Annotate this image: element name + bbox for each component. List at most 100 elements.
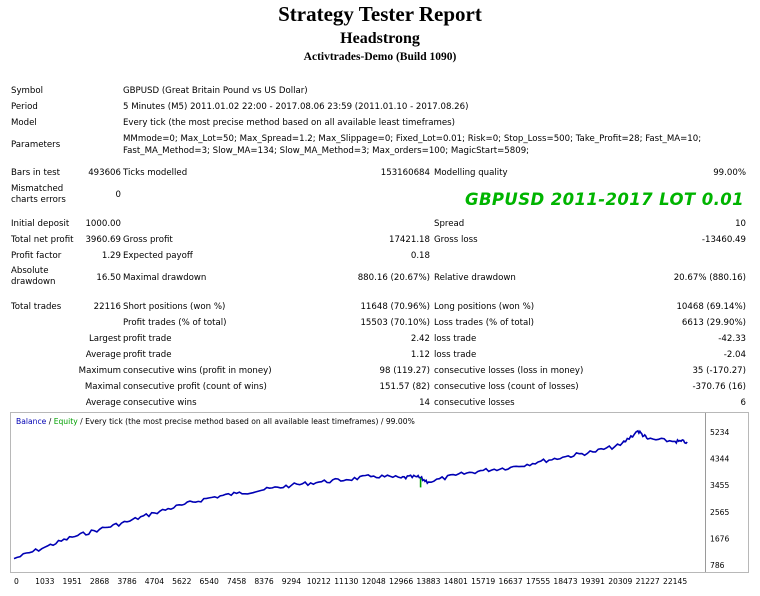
- parameters-line2: Fast_MA_Method=3; Slow_MA=134; Slow_MA_M…: [123, 146, 530, 156]
- chart-frame: [10, 412, 749, 573]
- netprofit-value: 3960.69: [85, 235, 121, 245]
- grossprofit-label: Gross profit: [123, 235, 173, 245]
- x-tick-label: 14801: [444, 577, 468, 586]
- x-tick-label: 13883: [416, 577, 440, 586]
- maxdd-label: Maximal drawdown: [123, 273, 207, 283]
- average-label: Average: [85, 350, 121, 360]
- pf-value: 1.29: [101, 251, 121, 261]
- x-tick-label: 17555: [526, 577, 550, 586]
- average-pt-value: 1.12: [410, 350, 430, 360]
- quality-value: 99.00%: [713, 168, 746, 178]
- grossloss-label: Gross loss: [434, 235, 478, 245]
- grossprofit-value: 17421.18: [388, 235, 430, 245]
- x-tick-label: 6540: [200, 577, 219, 586]
- model-value: Every tick (the most precise method base…: [123, 118, 456, 128]
- x-tick-label: 18473: [553, 577, 577, 586]
- maximal-label: Maximal: [84, 382, 121, 392]
- report-title: Strategy Tester Report: [278, 2, 482, 26]
- deposit-label: Initial deposit: [11, 219, 70, 229]
- expert-name: Headstrong: [340, 30, 420, 47]
- trades-label: Total trades: [11, 302, 62, 312]
- maxdd-value: 880.16 (20.67%): [357, 273, 430, 283]
- spread-label: Spread: [434, 219, 465, 229]
- ep-value: 0.18: [410, 251, 430, 261]
- symbol-value: GBPUSD (Great Britain Pound vs US Dollar…: [123, 86, 308, 96]
- avg-cl-value: 6: [740, 398, 746, 408]
- losstrades-label: Loss trades (% of total): [434, 318, 534, 328]
- x-tick-label: 9294: [282, 577, 301, 586]
- short-label: Short positions (won %): [123, 302, 226, 312]
- reldd-value: 20.67% (880.16): [673, 273, 746, 283]
- x-tick-label: 11130: [334, 577, 358, 586]
- y-tick-label: 786: [710, 561, 725, 570]
- maximum-label: Maximum: [78, 366, 121, 376]
- mxl-cp-value: 151.57 (82): [379, 382, 430, 392]
- legend-balance: Balance: [16, 417, 47, 426]
- y-tick-label: 4344: [710, 455, 729, 464]
- mxl-cl-label: consecutive loss (count of losses): [434, 382, 579, 392]
- mxl-cp-label: consecutive profit (count of wins): [123, 382, 267, 392]
- avg2-label: Average: [85, 398, 121, 408]
- period-label: Period: [11, 102, 38, 112]
- max-cw-value: 98 (119.27): [379, 366, 430, 376]
- x-tick-label: 10212: [307, 577, 331, 586]
- mxl-cl-value: -370.76 (16): [692, 382, 746, 392]
- x-tick-label: 8376: [254, 577, 273, 586]
- balance-line: [13, 429, 688, 560]
- average-lt-value: -2.04: [723, 350, 746, 360]
- parameters-label: Parameters: [11, 140, 61, 150]
- grossloss-value: -13460.49: [701, 235, 746, 245]
- symbol-label: Symbol: [11, 86, 44, 96]
- bars-value: 493606: [88, 168, 121, 178]
- x-tick-label: 5622: [172, 577, 191, 586]
- x-tick-label: 3786: [117, 577, 136, 586]
- largest-label: Largest: [88, 334, 121, 344]
- long-label: Long positions (won %): [434, 302, 535, 312]
- ep-label: Expected payoff: [123, 251, 193, 261]
- netprofit-label: Total net profit: [11, 235, 74, 245]
- max-cw-label: consecutive wins (profit in money): [123, 366, 272, 376]
- model-label: Model: [11, 118, 37, 128]
- ticks-value: 153160684: [380, 168, 430, 178]
- largest-pt-label: profit trade: [123, 334, 172, 344]
- legend-equity: Equity: [54, 417, 79, 426]
- x-tick-label: 2868: [90, 577, 109, 586]
- x-tick-label: 1951: [63, 577, 82, 586]
- pf-label: Profit factor: [11, 251, 62, 261]
- x-tick-label: 21227: [636, 577, 660, 586]
- spread-value: 10: [735, 219, 746, 229]
- avg-cw-label: consecutive wins: [123, 398, 197, 408]
- legend-sep: /: [46, 417, 53, 426]
- reldd-label: Relative drawdown: [434, 273, 516, 283]
- bars-label: Bars in test: [11, 168, 60, 178]
- y-tick-label: 5234: [710, 428, 729, 437]
- mismatch-value: 0: [115, 190, 121, 200]
- parameters-line1: MMmode=0; Max_Lot=50; Max_Spread=1.2; Ma…: [123, 134, 702, 144]
- legend-rest: / Every tick (the most precise method ba…: [78, 417, 415, 426]
- avg-cw-value: 14: [419, 398, 430, 408]
- x-tick-label: 15719: [471, 577, 495, 586]
- x-tick-label: 16637: [499, 577, 523, 586]
- x-tick-label: 19391: [581, 577, 605, 586]
- y-tick-label: 1676: [710, 534, 729, 543]
- x-tick-label: 12966: [389, 577, 413, 586]
- chart-legend: Balance / Equity / Every tick (the most …: [16, 417, 415, 426]
- x-tick-label: 1033: [35, 577, 54, 586]
- long-value: 10468 (69.14%): [676, 302, 746, 312]
- server-build: Activtrades-Demo (Build 1090): [303, 51, 457, 63]
- balance-chart: Balance / Equity / Every tick (the most …: [10, 412, 749, 586]
- x-tick-label: 12048: [362, 577, 386, 586]
- max-cl-value: 35 (-170.27): [692, 366, 746, 376]
- period-value: 5 Minutes (M5) 2011.01.02 22:00 - 2017.0…: [123, 102, 469, 112]
- x-tick-label: 4704: [145, 577, 164, 586]
- ticks-label: Ticks modelled: [123, 168, 188, 178]
- deposit-value: 1000.00: [85, 219, 121, 229]
- trades-value: 22116: [93, 302, 121, 312]
- quality-label: Modelling quality: [434, 168, 508, 178]
- losstrades-value: 6613 (29.90%): [681, 318, 746, 328]
- x-tick-label: 20309: [608, 577, 632, 586]
- average-pt-label: profit trade: [123, 350, 172, 360]
- short-value: 11648 (70.96%): [360, 302, 430, 312]
- overlay-caption: GBPUSD 2011-2017 LOT 0.01: [465, 190, 745, 209]
- x-tick-label: 22145: [663, 577, 687, 586]
